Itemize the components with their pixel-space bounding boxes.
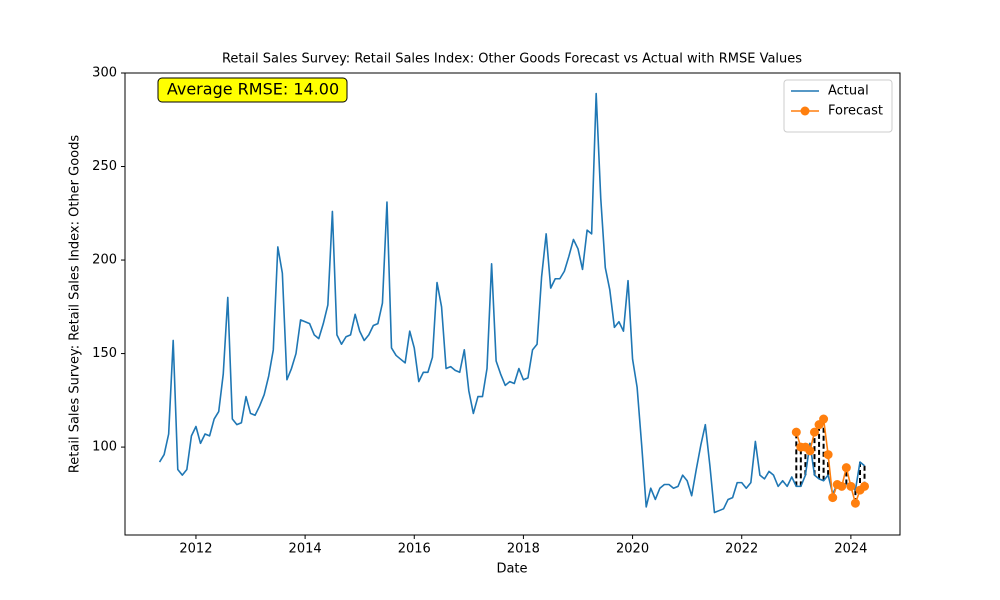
y-tick-label: 200 <box>92 253 117 268</box>
x-tick-label: 2012 <box>179 542 212 557</box>
axes-frame <box>124 72 901 536</box>
point <box>823 450 833 460</box>
point <box>846 481 856 491</box>
point <box>809 427 819 437</box>
legend-frame <box>783 79 893 133</box>
legend: Actual Forecast <box>783 79 893 133</box>
legend-label: Actual <box>828 84 869 99</box>
x-axis-label: Date <box>496 562 527 577</box>
y-tick-label: 150 <box>92 346 117 361</box>
legend-marker <box>800 106 810 116</box>
point <box>837 481 847 491</box>
point <box>828 493 838 503</box>
point <box>841 463 851 473</box>
point <box>860 481 870 491</box>
annotation-box <box>157 77 348 103</box>
x-tick-label: 2014 <box>289 542 322 557</box>
annotation: Average RMSE: 14.00 <box>167 80 339 99</box>
y-tick-label: 250 <box>92 159 117 174</box>
point <box>850 498 860 508</box>
chart-title: Retail Sales Survey: Retail Sales Index:… <box>222 52 802 67</box>
x-tick-label: 2020 <box>616 542 649 557</box>
y-tick-label: 100 <box>92 440 117 455</box>
y-tick-label: 300 <box>92 66 117 81</box>
plot-area <box>158 92 870 514</box>
point <box>791 427 801 437</box>
y-axis-label: Retail Sales Survey: Retail Sales Index:… <box>68 135 83 474</box>
x-tick-label: 2024 <box>834 542 867 557</box>
point <box>819 414 829 424</box>
point <box>805 446 815 456</box>
series-line <box>158 92 866 514</box>
legend-label: Forecast <box>828 104 883 119</box>
x-tick-label: 2022 <box>725 542 758 557</box>
x-tick-label: 2016 <box>398 542 431 557</box>
x-tick-label: 2018 <box>507 542 540 557</box>
